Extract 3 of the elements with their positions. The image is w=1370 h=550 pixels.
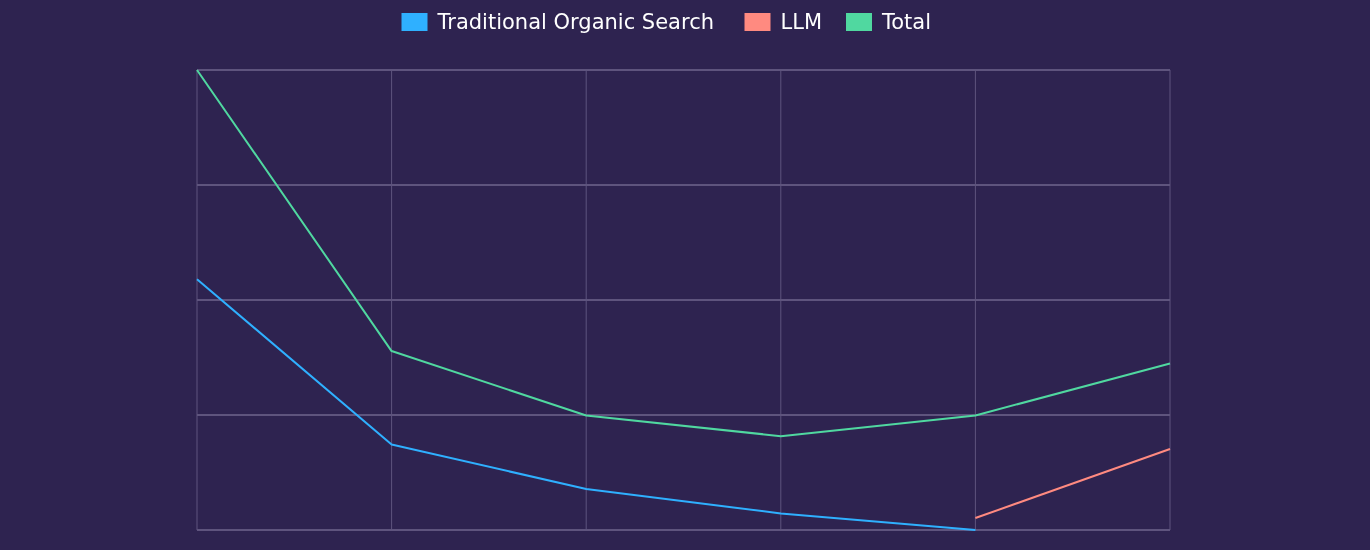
legend-label: LLM [780,10,823,34]
legend-label: Traditional Organic Search [436,10,715,34]
legend-label: Total [881,10,932,34]
